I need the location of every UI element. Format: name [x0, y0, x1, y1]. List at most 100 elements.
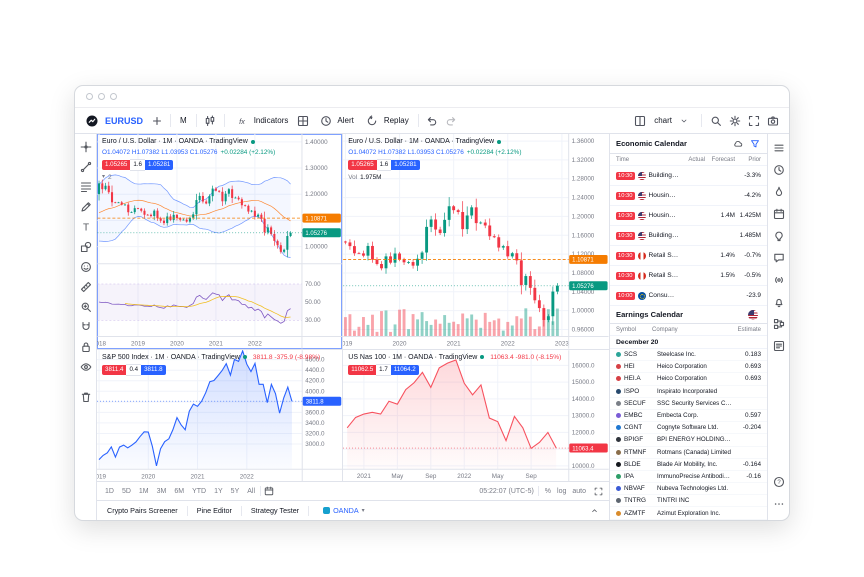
fib-retracement-icon[interactable] [78, 179, 94, 195]
economic-event-row[interactable]: 10:30 Building Permits MoM Prel▾ -3.3% [610, 166, 767, 186]
range-all-button[interactable]: All [247, 487, 256, 495]
object-tree-icon[interactable] [771, 316, 787, 332]
earnings-row[interactable]: EMBC Embecta Corp. 0.597 [610, 410, 767, 423]
earnings-row[interactable]: CGNT Cognyte Software Ltd. -0.204 [610, 422, 767, 435]
crosshair-icon[interactable] [78, 139, 94, 155]
quick-search-icon[interactable] [707, 112, 724, 129]
emoji-icon[interactable] [78, 259, 94, 275]
hide-drawings-icon[interactable] [78, 359, 94, 375]
window-zoom-button[interactable] [110, 93, 117, 100]
range-1y-button[interactable]: 1Y [214, 487, 223, 495]
chart-canvas[interactable]: 2019 2020 2021 2022 2023 1.36000 1.32000 1.2800… [343, 134, 609, 349]
us-flag-icon[interactable] [748, 309, 758, 320]
chart-pane-sp500[interactable]: 2019 2020 2021 2022 4600.0 4400.0 4200.0 4000.0… [97, 349, 343, 481]
range-3m-button[interactable]: 3M [156, 487, 167, 495]
chart-title[interactable]: Euro / U.S. Dollar · 1M · OANDA · Tradin… [102, 138, 248, 145]
tab-crypto-pairs-screener[interactable]: Crypto Pairs Screener [107, 506, 178, 515]
alerts-icon[interactable] [771, 162, 787, 178]
notifications-icon[interactable] [771, 294, 787, 310]
fullscreen-icon[interactable] [745, 112, 762, 129]
text-icon[interactable]: T [78, 219, 94, 235]
multichart-layout-icon[interactable] [631, 112, 648, 129]
more-icon[interactable] [771, 496, 787, 512]
economic-event-row[interactable]: 10:00 Consumer Confidence Flash▾ -23.9 [610, 286, 767, 306]
sell-button[interactable]: 11062.5 [348, 364, 377, 375]
chat-icon[interactable] [771, 250, 787, 266]
help-icon[interactable]: ? [771, 474, 787, 490]
chart-pane-nasdaq[interactable]: 2021 May Sep 2022 May Sep 16000.0 15000.0 14000.… [343, 349, 609, 481]
chart-layout-menu-button[interactable]: chart [650, 110, 696, 131]
chart-title[interactable]: Euro / U.S. Dollar · 1M · OANDA · Tradin… [348, 138, 495, 145]
chart-title[interactable]: S&P 500 Index · 1M · OANDA · TradingView [102, 353, 240, 361]
undo-icon[interactable] [424, 112, 441, 129]
chart-pane-eurusd-left[interactable]: 2018 2019 2020 2021 2022 1.40000 1.30000 1.2000… [97, 134, 343, 349]
sync-cloud-icon[interactable] [731, 137, 744, 150]
watchlist-icon[interactable] [771, 140, 787, 156]
buy-button[interactable]: 3811.8 [141, 364, 166, 375]
earnings-row[interactable]: HEI.A Heico Corporation 0.693 [610, 373, 767, 386]
scale-auto-button[interactable]: auto [572, 487, 586, 495]
panel-collapse-icon[interactable] [588, 504, 601, 517]
tab-strategy-tester[interactable]: Strategy Tester [250, 506, 300, 515]
trend-line-icon[interactable] [78, 159, 94, 175]
hotlists-icon[interactable] [771, 184, 787, 200]
range-5y-button[interactable]: 5Y [230, 487, 240, 495]
filter-icon[interactable] [748, 137, 761, 150]
tab-pine-editor[interactable]: Pine Editor [196, 506, 232, 515]
scale-log-button[interactable]: log [557, 487, 567, 495]
streams-icon[interactable] [771, 272, 787, 288]
symbol-search-button[interactable]: EURUSD [102, 114, 146, 128]
economic-event-row[interactable]: 10:30 Housing Starts MoM▾ -4.2% [610, 186, 767, 206]
earnings-row[interactable]: SCS Steelcase Inc. 0.183 [610, 349, 767, 362]
collapsed-indicators[interactable]: ▾ 2 [102, 174, 112, 181]
earnings-row[interactable]: SECUF SSC Security Services Corp. [610, 398, 767, 410]
earnings-row[interactable]: AZMTF Azimut Exploration Inc. [610, 507, 767, 520]
interval-button[interactable]: M [176, 114, 191, 127]
earnings-row[interactable]: BLDE Blade Air Mobility, Inc. -0.164 [610, 459, 767, 471]
magnet-icon[interactable] [78, 319, 94, 335]
window-close-button[interactable] [86, 93, 93, 100]
indicators-button[interactable]: fx Indicators [230, 110, 293, 131]
earnings-row[interactable]: BPIGF BPI ENERGY HOLDINGS INC [610, 434, 767, 447]
sell-button[interactable]: 1.05265 [348, 160, 377, 170]
earnings-row[interactable]: ISPO Inspirato Incorporated [610, 386, 767, 398]
chart-title[interactable]: US Nas 100 · 1M · OANDA · TradingView [348, 353, 478, 361]
earnings-row[interactable]: IPA ImmunoPrecise Antibodies Ltd. -0.16 [610, 471, 767, 484]
chart-canvas[interactable]: 2019 2020 2021 2022 4600.0 4400.0 4200.0 4000.0… [97, 349, 343, 481]
zoom-in-icon[interactable] [78, 299, 94, 315]
buy-button[interactable]: 1.05281 [391, 160, 420, 170]
snapshot-camera-icon[interactable] [764, 112, 781, 129]
sell-button[interactable]: 3811.4 [102, 364, 127, 375]
redo-icon[interactable] [443, 112, 460, 129]
ideas-icon[interactable] [771, 228, 787, 244]
data-window-icon[interactable] [771, 338, 787, 354]
earnings-row[interactable]: TNTRG TINTRI INC [610, 495, 767, 508]
lock-drawings-icon[interactable] [78, 339, 94, 355]
maximize-pane-icon[interactable] [592, 485, 605, 498]
earnings-row[interactable]: NBVAF Nubeva Technologies Ltd. [610, 483, 767, 496]
earnings-row[interactable]: RTMNF Rotmans (Canada) Limited [610, 447, 767, 459]
replay-button[interactable]: Replay [360, 110, 413, 131]
add-symbol-icon[interactable] [148, 112, 165, 129]
alert-button[interactable]: Alert [313, 110, 357, 131]
tradingview-logo-icon[interactable] [83, 112, 100, 129]
range-5d-button[interactable]: 5D [121, 487, 131, 495]
go-to-date-icon[interactable] [262, 485, 275, 498]
measure-icon[interactable] [78, 279, 94, 295]
range-1d-button[interactable]: 1D [105, 487, 114, 495]
shapes-icon[interactable] [78, 239, 94, 255]
indicator-templates-icon[interactable] [294, 112, 311, 129]
settings-gear-icon[interactable] [726, 112, 743, 129]
remove-drawings-icon[interactable] [78, 389, 94, 405]
window-minimize-button[interactable] [98, 93, 105, 100]
session-clock[interactable]: 05:22:07 (UTC-5) [479, 488, 533, 495]
range-1m-button[interactable]: 1M [138, 487, 149, 495]
sell-button[interactable]: 1.05265 [102, 160, 131, 170]
chart-type-icon[interactable] [202, 112, 219, 129]
economic-event-row[interactable]: 10:30 Retail Sales Ex Autos MoM▾ 1.4% -0.7% [610, 246, 767, 266]
scale-percent-button[interactable]: % [544, 487, 552, 495]
economic-event-row[interactable]: 10:30 Building Permits Prel▾ 1.485M [610, 226, 767, 246]
earnings-row[interactable]: HEI Heico Corporation 0.693 [610, 361, 767, 374]
brush-icon[interactable] [78, 199, 94, 215]
range-6m-button[interactable]: 6M [174, 487, 185, 495]
